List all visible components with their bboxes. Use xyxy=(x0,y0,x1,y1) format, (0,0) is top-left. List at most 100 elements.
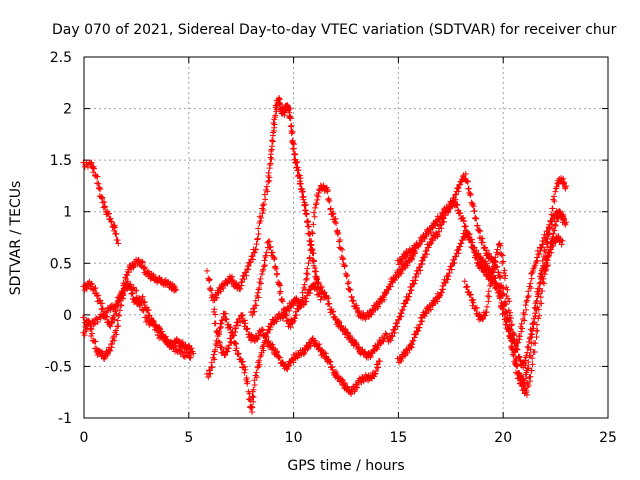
data-point-marker xyxy=(210,351,217,358)
data-point-marker xyxy=(94,351,101,358)
data-point-marker xyxy=(244,380,251,387)
data-point-marker xyxy=(463,283,470,290)
data-point-marker xyxy=(245,262,252,269)
data-point-marker xyxy=(423,247,430,254)
data-point-marker xyxy=(167,338,174,345)
data-point-marker xyxy=(90,169,97,176)
data-point-marker xyxy=(325,295,332,302)
data-point-marker xyxy=(275,95,282,102)
data-point-marker xyxy=(445,206,452,213)
data-point-marker xyxy=(562,185,569,192)
data-point-marker xyxy=(374,344,381,351)
data-point-marker xyxy=(455,246,462,253)
data-point-marker xyxy=(489,268,496,275)
data-point-marker xyxy=(473,254,480,261)
data-point-marker xyxy=(459,237,466,244)
data-point-marker xyxy=(483,247,490,254)
data-point-marker xyxy=(551,193,558,200)
data-point-marker xyxy=(500,285,507,292)
data-point-marker xyxy=(261,257,268,264)
data-point-marker xyxy=(267,324,274,331)
data-point-marker xyxy=(492,279,499,286)
data-point-marker xyxy=(337,323,344,330)
data-point-marker xyxy=(501,300,508,307)
data-point-marker xyxy=(231,332,238,339)
data-point-marker xyxy=(434,232,441,239)
data-point-marker xyxy=(500,310,507,317)
data-point-marker xyxy=(445,273,452,280)
data-point-marker xyxy=(413,331,420,338)
data-point-marker xyxy=(546,230,553,237)
data-point-marker xyxy=(380,294,387,301)
data-point-marker xyxy=(354,304,361,311)
y-tick-label: 0.5 xyxy=(50,256,72,272)
data-point-marker xyxy=(227,323,234,330)
data-point-marker xyxy=(469,201,476,208)
data-point-marker xyxy=(271,121,278,128)
data-point-marker xyxy=(329,308,336,315)
data-point-marker xyxy=(223,315,230,322)
data-point-marker xyxy=(305,260,312,267)
series-track-6 xyxy=(203,310,383,398)
data-point-marker xyxy=(455,184,462,191)
data-point-marker xyxy=(526,335,533,342)
data-point-marker xyxy=(511,340,518,347)
data-point-marker xyxy=(292,150,299,157)
data-point-marker xyxy=(305,223,312,230)
data-point-marker xyxy=(532,305,539,312)
data-point-marker xyxy=(257,275,264,282)
data-point-marker xyxy=(80,314,87,321)
data-point-marker xyxy=(462,170,469,177)
data-point-marker xyxy=(532,310,539,317)
data-point-marker xyxy=(530,267,537,274)
data-point-marker xyxy=(531,349,538,356)
data-point-marker xyxy=(293,295,300,302)
data-point-marker xyxy=(250,386,257,393)
data-point-marker xyxy=(563,219,570,226)
data-point-marker xyxy=(542,262,549,269)
data-point-marker xyxy=(313,201,320,208)
data-point-marker xyxy=(203,267,210,274)
data-point-marker xyxy=(210,308,217,315)
data-point-marker xyxy=(436,293,443,300)
data-point-marker xyxy=(137,299,144,306)
data-point-marker xyxy=(214,333,221,340)
data-point-marker xyxy=(107,347,114,354)
data-point-marker xyxy=(525,382,532,389)
data-point-marker xyxy=(474,222,481,229)
data-point-marker xyxy=(260,341,267,348)
data-point-marker xyxy=(303,275,310,282)
data-point-marker xyxy=(294,158,301,165)
data-point-marker xyxy=(325,300,332,307)
data-point-marker xyxy=(239,358,246,365)
data-point-marker xyxy=(258,271,265,278)
data-point-marker xyxy=(306,255,313,262)
data-point-marker xyxy=(499,305,506,312)
data-point-marker xyxy=(105,210,112,217)
data-point-marker xyxy=(244,325,251,332)
data-point-marker xyxy=(521,311,528,318)
data-point-marker xyxy=(239,312,246,319)
data-point-marker xyxy=(496,274,503,281)
data-point-marker xyxy=(524,349,531,356)
data-point-marker xyxy=(113,300,120,307)
data-point-marker xyxy=(372,368,379,375)
data-point-marker xyxy=(184,349,191,356)
data-point-marker xyxy=(334,374,341,381)
data-point-marker xyxy=(99,300,106,307)
data-point-marker xyxy=(270,129,277,136)
data-point-marker xyxy=(525,338,532,345)
data-point-marker xyxy=(467,192,474,199)
data-point-marker xyxy=(497,242,504,249)
data-point-marker xyxy=(301,281,308,288)
data-point-marker xyxy=(265,169,272,176)
data-point-marker xyxy=(339,256,346,263)
data-point-marker xyxy=(409,255,416,262)
data-point-marker xyxy=(345,279,352,286)
data-point-marker xyxy=(517,372,524,379)
data-point-marker xyxy=(124,278,131,285)
data-point-marker xyxy=(308,238,315,245)
data-point-marker xyxy=(163,336,170,343)
data-point-marker xyxy=(262,254,269,261)
data-point-marker xyxy=(310,221,317,228)
